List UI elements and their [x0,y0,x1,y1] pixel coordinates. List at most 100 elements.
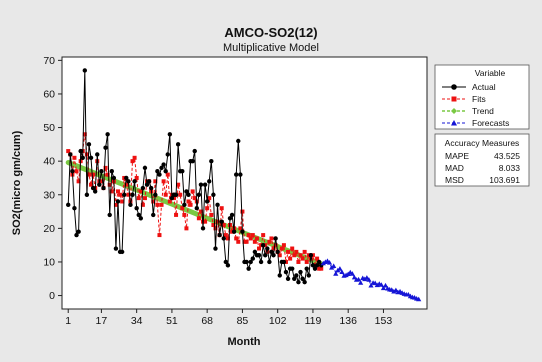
actual-point [238,172,243,177]
fits-point [138,189,143,194]
actual-point [306,273,311,278]
actual-point [304,266,309,271]
actual-point [298,269,303,275]
fits-point [103,165,108,170]
actual-point [207,179,212,184]
actual-point [109,169,114,174]
actual-point [146,179,152,184]
actual-point [155,169,160,174]
fits-point [288,256,293,261]
forecasts-point [331,263,337,268]
fits-point [118,192,123,197]
fits-point [157,233,162,238]
fits-point [286,249,291,254]
fits-point [203,219,208,224]
x-tick-label: 17 [96,315,108,327]
fits-point [120,199,125,204]
actual-point [250,256,255,261]
fits-point [261,233,266,238]
actual-point [285,276,291,281]
fits-point [192,196,197,201]
actual-point [167,132,173,137]
actual-point [200,226,206,231]
actual-point [277,273,282,278]
accuracy-mape-label: MAPE [445,151,469,161]
fits-point [252,239,257,244]
fits-point [178,192,183,197]
actual-point [296,279,301,285]
fits-point [184,226,189,231]
legend-marker-actual [451,84,457,90]
fits-point [254,236,259,241]
y-tick-label: 50 [43,122,55,134]
actual-point [190,158,195,164]
fits-point [279,246,284,251]
actual-point [86,142,92,147]
x-tick-label: 102 [269,315,287,327]
accuracy-title: Accuracy Measures [445,138,520,148]
x-tick-label: 85 [237,315,249,327]
y-tick-label: 70 [43,55,55,67]
actual-point [182,202,187,208]
fits-point [298,253,303,258]
actual-point [225,263,231,268]
accuracy-mad-label: MAD [445,163,464,173]
actual-point [294,273,299,278]
fits-point [188,202,193,207]
fits-point [223,233,228,238]
fits-point [290,246,295,251]
actual-point [275,249,280,255]
y-tick-label: 0 [49,290,55,302]
actual-point [105,132,110,137]
fits-point [72,155,77,160]
actual-point [144,182,150,187]
x-tick-label: 34 [131,315,143,327]
actual-point [111,175,117,181]
fits-point [76,179,81,184]
forecasts-point [416,296,422,302]
actual-point [134,206,139,211]
fits-point [296,259,301,264]
actual-point [80,155,85,160]
actual-point [103,145,108,150]
actual-point [130,192,135,197]
actual-point [289,266,295,271]
forecasts-point [382,282,389,288]
actual-point [186,192,191,197]
legend-entries: Actual Fits Trend Forecasts [442,82,509,128]
fits-point [140,202,145,207]
fits-point [215,219,220,224]
legend-label-trend: Trend [472,106,494,116]
fits-point [196,216,201,221]
actual-point [72,206,77,211]
fits-point [66,149,71,154]
y-tick-label: 30 [43,189,55,201]
actual-point [184,189,189,194]
actual-point [236,138,241,144]
fits-point [165,172,170,177]
actual-point [173,192,179,197]
fits-point [84,152,89,157]
fits-point [174,212,179,217]
legend-marker-fits [451,96,457,102]
actual-point [76,229,81,234]
actual-point [314,263,320,268]
fits-point [246,233,251,238]
actual-point [202,182,208,187]
actual-point [148,185,154,191]
actual-point [124,175,129,181]
fits-point [167,199,172,204]
actual-point [316,259,322,265]
actual-point [68,152,73,157]
fits-point [304,259,309,264]
legend-label-actual: Actual [472,82,496,92]
forecasts-point [391,288,397,294]
fits-point [163,192,168,197]
x-axis-label: Month [228,336,261,348]
fits-point [302,249,307,254]
actual-point [107,212,112,218]
fits-point [300,256,305,261]
series-layer [65,68,422,302]
actual-point [221,236,226,241]
fits-point [130,159,135,164]
